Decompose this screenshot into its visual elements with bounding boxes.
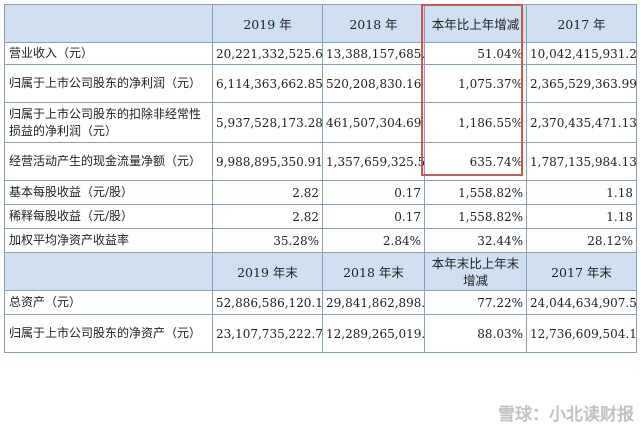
- value-cell: 23,107,735,222.70: [212, 314, 323, 353]
- value-cell: 2,365,529,363.99: [526, 64, 637, 103]
- header-cell: 本年末比上年末增减: [424, 252, 527, 291]
- change-cell: 88.03%: [424, 314, 527, 353]
- value-cell: 6,114,363,662.85: [212, 64, 323, 103]
- table-row: 基本每股收益（元/股） 2.82 0.17 1,558.82% 1.18: [4, 180, 637, 205]
- value-cell: 1.18: [526, 204, 637, 229]
- value-cell: 12,289,265,019.80: [322, 314, 425, 353]
- change-cell: 635.74%: [424, 142, 527, 181]
- watermark: 雪球：小北读财报: [498, 405, 634, 425]
- header-cell: 2019 年: [212, 4, 323, 43]
- value-cell: 9,988,895,350.91: [212, 142, 323, 181]
- value-cell: 2,370,435,471.13: [526, 102, 637, 143]
- row-label: 营业收入（元）: [4, 42, 213, 65]
- row-label: 基本每股收益（元/股）: [4, 180, 213, 205]
- value-cell: 52,886,586,120.19: [212, 290, 323, 315]
- row-label: 归属于上市公司股东的扣除非经常性损益的净利润（元）: [4, 102, 213, 143]
- row-label: 加权平均净资产收益率: [4, 228, 213, 253]
- header-cell: 2018 年末: [322, 252, 425, 291]
- value-cell: 2.82: [212, 204, 323, 229]
- value-cell: 35.28%: [212, 228, 323, 253]
- table-row: 营业收入（元） 20,221,332,525.64 13,388,157,685…: [4, 42, 637, 65]
- value-cell: 2.84%: [322, 228, 425, 253]
- value-cell: 0.17: [322, 204, 425, 229]
- header-cell: 本年比上年增减: [424, 4, 527, 43]
- header-cell: [4, 252, 213, 291]
- row-label: 归属于上市公司股东的净利润（元）: [4, 64, 213, 103]
- change-cell: 77.22%: [424, 290, 527, 315]
- value-cell: 1,787,135,984.13: [526, 142, 637, 181]
- value-cell: 520,208,830.16: [322, 64, 425, 103]
- change-cell: 51.04%: [424, 42, 527, 65]
- change-cell: 1,558.82%: [424, 204, 527, 229]
- header-cell: 2019 年末: [212, 252, 323, 291]
- table-row: 稀释每股收益（元/股） 2.82 0.17 1,558.82% 1.18: [4, 204, 637, 229]
- value-cell: 1.18: [526, 180, 637, 205]
- row-label: 稀释每股收益（元/股）: [4, 204, 213, 229]
- header-cell: 2017 年末: [526, 252, 637, 291]
- value-cell: 461,507,304.69: [322, 102, 425, 143]
- change-cell: 1,075.37%: [424, 64, 527, 103]
- row-label: 经营活动产生的现金流量净额（元）: [4, 142, 213, 181]
- value-cell: 2.82: [212, 180, 323, 205]
- value-cell: 13,388,157,685.94: [322, 42, 425, 65]
- value-cell: 5,937,528,173.28: [212, 102, 323, 143]
- table-row: 总资产（元） 52,886,586,120.19 29,841,862,898.…: [4, 290, 637, 315]
- table-row: 加权平均净资产收益率 35.28% 2.84% 32.44% 28.12%: [4, 228, 637, 253]
- row-label: 归属于上市公司股东的净资产（元）: [4, 314, 213, 353]
- value-cell: 20,221,332,525.64: [212, 42, 323, 65]
- value-cell: 12,736,609,504.16: [526, 314, 637, 353]
- change-cell: 1,558.82%: [424, 180, 527, 205]
- value-cell: 29,841,862,898.90: [322, 290, 425, 315]
- change-cell: 1,186.55%: [424, 102, 527, 143]
- header-cell: 2017 年: [526, 4, 637, 43]
- table-row: 经营活动产生的现金流量净额（元） 9,988,895,350.91 1,357,…: [4, 142, 637, 181]
- header-cell: [4, 4, 213, 43]
- table-row: 归属于上市公司股东的净利润（元） 6,114,363,662.85 520,20…: [4, 64, 637, 103]
- header-cell: 2018 年: [322, 4, 425, 43]
- value-cell: 1,357,659,325.50: [322, 142, 425, 181]
- table-header-row: 2019 年末 2018 年末 本年末比上年末增减 2017 年末: [4, 252, 637, 291]
- financial-summary-table: 2019 年 2018 年 本年比上年增减 2017 年 营业收入（元） 20,…: [4, 4, 637, 353]
- table-header-row: 2019 年 2018 年 本年比上年增减 2017 年: [4, 4, 637, 43]
- value-cell: 0.17: [322, 180, 425, 205]
- row-label: 总资产（元）: [4, 290, 213, 315]
- table-row: 归属于上市公司股东的净资产（元） 23,107,735,222.70 12,28…: [4, 314, 637, 353]
- value-cell: 24,044,634,907.56: [526, 290, 637, 315]
- table-row: 归属于上市公司股东的扣除非经常性损益的净利润（元） 5,937,528,173.…: [4, 102, 637, 143]
- value-cell: 28.12%: [526, 228, 637, 253]
- change-cell: 32.44%: [424, 228, 527, 253]
- value-cell: 10,042,415,931.26: [526, 42, 637, 65]
